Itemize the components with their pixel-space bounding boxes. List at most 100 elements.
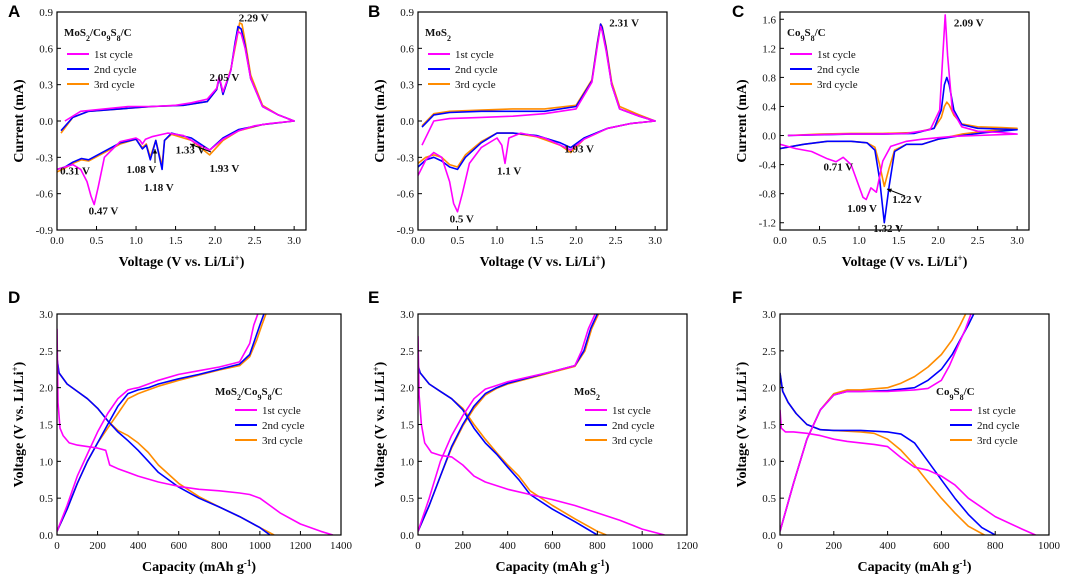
panel-letter: E [368, 288, 379, 307]
annotation-arrow-head [152, 149, 158, 154]
x-tick-label: 1200 [289, 540, 312, 552]
panel-e: 0 200 400 600 800 1000 1200 0.0 0.5 1.0 1.5 2.0 2.5 3… [371, 309, 699, 575]
legend-label: 1st cycle [262, 405, 301, 417]
peak-annotation: 2.09 V [954, 18, 984, 30]
y-tick-label: 2.0 [39, 383, 53, 395]
y-axis-label: Current (mA) [12, 79, 27, 163]
y-tick-label: 0.0 [39, 116, 53, 128]
series-line-2nd-cycle [780, 372, 996, 535]
x-tick-label: 2.0 [208, 235, 222, 247]
y-tick-label: -0.4 [759, 160, 777, 172]
peak-annotation: 2.31 V [609, 18, 639, 30]
y-tick-label: 0.0 [39, 530, 53, 542]
y-tick-label: -0.8 [759, 189, 777, 201]
panel-letter: C [732, 2, 744, 21]
legend: 1st cycle 2nd cycle 3rd cycle [950, 405, 1020, 447]
x-tick-label: 2.5 [609, 235, 623, 247]
panel-f: 0 200 400 600 800 1000 0.0 0.5 1.0 1.5 2.0 2.5 3.0 Ca… [733, 309, 1061, 575]
panel-title: Co9S8/C [936, 386, 975, 402]
y-tick-label: 2.0 [762, 383, 776, 395]
y-tick-label: 1.0 [400, 456, 414, 468]
y-tick-label: 0.9 [400, 7, 414, 19]
series-group [780, 14, 1018, 224]
y-tick-label: 0.5 [400, 493, 414, 505]
panel-letter: F [732, 288, 742, 307]
series-line-2nd-charge [780, 314, 975, 532]
legend: 1st cycle 2nd cycle 3rd cycle [428, 49, 498, 91]
y-axis-label: Current (mA) [373, 79, 388, 163]
x-axis-label: Capacity (mAh g-1) [495, 558, 609, 575]
legend-label: 3rd cycle [455, 79, 496, 91]
y-tick-label: -0.3 [36, 152, 54, 164]
panel-b: 0.0 0.5 1.0 1.5 2.0 2.5 3.0 -0.9 -0.6 -0.3 0.0 0.3 0… [373, 7, 668, 270]
peak-annotation: 0.31 V [60, 165, 90, 177]
x-axis-label: Capacity (mAh g-1) [142, 558, 256, 575]
series-line-3rd-charge [418, 314, 600, 532]
legend-label: 3rd cycle [977, 435, 1018, 447]
x-tick-label: 400 [499, 540, 516, 552]
peak-annotation: 1.93 V [210, 163, 240, 175]
x-tick-label: 0 [777, 540, 783, 552]
peak-annotation: 1.22 V [892, 194, 922, 206]
x-tick-label: 1000 [1038, 540, 1061, 552]
series-group [57, 314, 334, 535]
x-tick-label: 2.0 [931, 235, 945, 247]
y-tick-label: 3.0 [762, 309, 776, 321]
y-tick-label: 2.5 [762, 346, 776, 358]
peak-annotation: 1.93 V [564, 143, 594, 155]
y-axis-label: Current (mA) [735, 79, 750, 163]
x-tick-label: 0 [415, 540, 421, 552]
y-axis-label: Voltage (V vs. Li/Li+) [371, 361, 388, 487]
series-line-1st-cycle [780, 409, 1036, 535]
y-tick-label: 0.0 [400, 530, 414, 542]
y-tick-label: -0.3 [397, 152, 415, 164]
y-tick-label: -0.6 [397, 189, 415, 201]
y-tick-label: 1.5 [400, 420, 414, 432]
legend-label: 1st cycle [94, 49, 133, 61]
plot-frame [417, 11, 668, 231]
legend-label: 3rd cycle [817, 79, 858, 91]
series-line-1st-charge [780, 314, 972, 532]
x-tick-label: 2.0 [569, 235, 583, 247]
series-line-3rd-charge [57, 314, 267, 532]
legend-label: 3rd cycle [262, 435, 303, 447]
y-tick-label: 0.0 [762, 131, 776, 143]
panel-a: 0.0 0.5 1.0 1.5 2.0 2.5 3.0 -0.9 -0.6 -0.3 0.0 0.3 0… [12, 7, 307, 270]
y-tick-label: -1.2 [759, 218, 776, 230]
panel-title: MoS2 [425, 27, 451, 43]
peak-annotation: 1.18 V [144, 182, 174, 194]
y-tick-label: 2.0 [400, 383, 414, 395]
y-tick-label: 3.0 [39, 309, 53, 321]
series-line-3rd-cycle [418, 23, 656, 168]
series-line-3rd-charge [780, 314, 967, 532]
x-tick-label: 2.5 [971, 235, 985, 247]
peak-annotation: 1.08 V [127, 164, 157, 176]
x-tick-label: 400 [130, 540, 147, 552]
x-tick-label: 200 [89, 540, 106, 552]
legend: 1st cycle 2nd cycle 3rd cycle [235, 405, 305, 447]
x-tick-label: 1.5 [169, 235, 183, 247]
series-line-1st-charge [57, 314, 259, 532]
peak-annotation: 1.32 V [873, 223, 903, 235]
series-line-1st-cycle [418, 25, 656, 213]
y-tick-label: 2.5 [400, 346, 414, 358]
x-tick-label: 1400 [330, 540, 353, 552]
legend: 1st cycle 2nd cycle 3rd cycle [585, 405, 655, 447]
y-tick-label: 0.3 [400, 80, 414, 92]
legend-label: 2nd cycle [94, 64, 137, 76]
legend-label: 1st cycle [817, 49, 856, 61]
panel-d: 0 200 400 600 800 1000 1200 1400 0.0 0.5 1.0 1.5 2.0… [10, 309, 353, 575]
annotation-arrow-head [887, 188, 892, 193]
series-line-2nd-charge [418, 314, 599, 532]
x-tick-label: 400 [879, 540, 896, 552]
series-line-2nd-charge [57, 314, 265, 532]
legend-label: 2nd cycle [262, 420, 305, 432]
legend-label: 1st cycle [455, 49, 494, 61]
peak-annotation: 2.29 V [239, 13, 269, 25]
x-axis-label: Voltage (V vs. Li/Li+) [119, 253, 245, 270]
legend-label: 2nd cycle [977, 420, 1020, 432]
x-tick-label: 3.0 [1010, 235, 1024, 247]
series-line-1st-cycle [57, 328, 334, 535]
series-line-2nd-cycle [418, 23, 656, 171]
